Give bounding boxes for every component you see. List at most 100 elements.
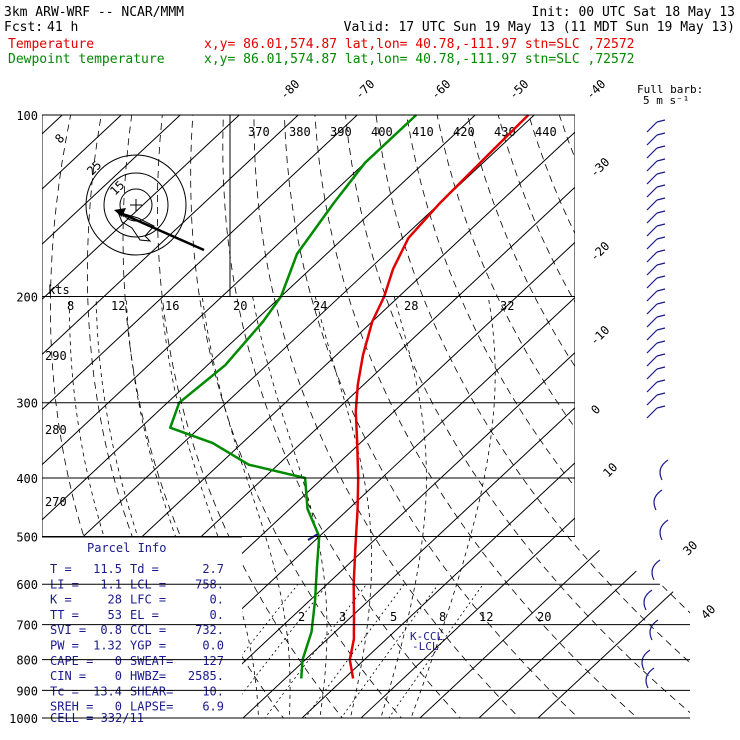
valid-time: Valid: 17 UTC Sun 19 May 13 (11 MDT Sun … [344,20,735,35]
wind-barb [651,559,661,581]
wind-barb-flag [656,405,666,409]
parcel-field: 0. [210,593,224,607]
pressure-label: 200 [16,291,38,305]
parcel-field: 28 [108,593,122,607]
wind-barb [646,238,658,250]
parcel-field: EL = [130,608,159,622]
moist-adiabat [252,296,328,718]
parcel-field: CAPE = [50,654,93,668]
mixing-ratio-line [255,583,367,718]
temperature-legend: Temperature [8,37,94,52]
hodograph-kts-label: kts [48,283,70,297]
isotherm-label: -50 [506,77,531,102]
parcel-field: 0 [115,700,122,714]
dry-adiabat [156,115,354,718]
pressure-label: 300 [16,397,38,411]
parcel-field: 0 [115,654,122,668]
hodograph-ring-outer [85,154,187,256]
dry-adiabat [283,115,593,718]
wind-barb [646,277,658,289]
wind-barb [646,329,658,341]
wind-barb [653,489,663,511]
wind-barb [646,355,658,367]
isotherm-line [169,115,690,718]
init-time: Init: 00 UTC Sat 18 May 13 [532,5,736,20]
wind-barb [646,186,658,198]
wind-barb-flag [656,197,666,201]
isotherm-label: 10 [600,460,620,480]
dry-adiabat [491,115,690,718]
lcl-label: -LCL [412,640,439,653]
isotherm-line [42,115,447,718]
wind-barb-flag [656,353,666,357]
temperature-location: x,y= 86.01,574.87 lat,lon= 40.78,-111.97… [204,37,634,52]
wind-barb-flag [656,262,666,266]
parcel-marker [307,533,319,541]
wind-barb-flag [656,132,666,136]
parcel-box-bg [42,537,242,718]
isotherm-label: 30 [680,538,700,558]
wind-barb [659,459,669,481]
mixing-ratio-label: 20 [537,610,551,624]
parcel-field: CIN = [50,669,86,683]
parcel-field: 0. [210,608,224,622]
wind-barb-flag [656,119,666,123]
wind-barb [646,407,658,419]
wind-barb [646,290,658,302]
pressure-label: 500 [16,530,38,544]
pressure-label: 100 [16,109,38,123]
parcel-field: SVI = [50,623,86,637]
isotherm-line [42,115,388,718]
isotherm-line [523,115,690,718]
wind-barb [646,121,658,133]
isotherm-line [42,115,506,718]
ccl-label: K-CCL [410,630,443,643]
dry-adiabat [550,115,690,718]
theta-label: 430 [494,125,516,139]
parcel-field: 0.8 [100,623,122,637]
temperature-profile [348,114,530,679]
theta-label: 370 [248,125,270,139]
moist-adiabat [314,296,372,718]
fcst-value: 41 h [47,20,78,35]
wind-barb [646,199,658,211]
parcel-field: 6.9 [202,700,224,714]
parcel-field: LFC = [130,593,166,607]
hodograph-speed-label: 8 [67,299,74,313]
pressure-label: 700 [16,619,38,633]
wind-barb-flag [656,301,666,305]
dry-adiabat [190,115,413,718]
wind-barb-flag [656,366,666,370]
theta-label: 420 [453,125,475,139]
isotherm-line [42,115,270,718]
parcel-field: 127 [202,654,224,668]
theta-label: 410 [412,125,434,139]
theta-label: 400 [371,125,393,139]
theta-label: 290 [45,349,67,363]
dry-adiabat [461,115,690,718]
parcel-field: HWBZ= [130,669,166,683]
mixing-ratio-label: 2 [298,610,305,624]
mixing-ratio-label: 12 [479,610,493,624]
parcel-field: SWEAT= [130,654,173,668]
wind-barb-flag [656,145,666,149]
isotherm-label: -10 [587,323,612,348]
storm-motion-vector [117,210,205,252]
pressure-label: 600 [16,578,38,592]
hodograph-ring-label: 8 [52,131,67,146]
wind-barb-flag [656,158,666,162]
parcel-field: 1.32 [93,639,122,653]
wind-barb [646,173,658,185]
hodograph-speed-label: 28 [404,299,418,313]
moist-adiabat [376,296,427,718]
wind-barb-flag [656,392,666,396]
hodograph-speed-label: 32 [500,299,514,313]
moist-adiabat [95,296,201,718]
wind-barb-flag [656,171,666,175]
wind-barb [646,134,658,146]
wind-barb [646,264,658,276]
sounding-profiles: K-CCL-LCL [168,114,530,679]
isotherm-line [42,115,329,718]
dry-adiabat [668,115,690,718]
